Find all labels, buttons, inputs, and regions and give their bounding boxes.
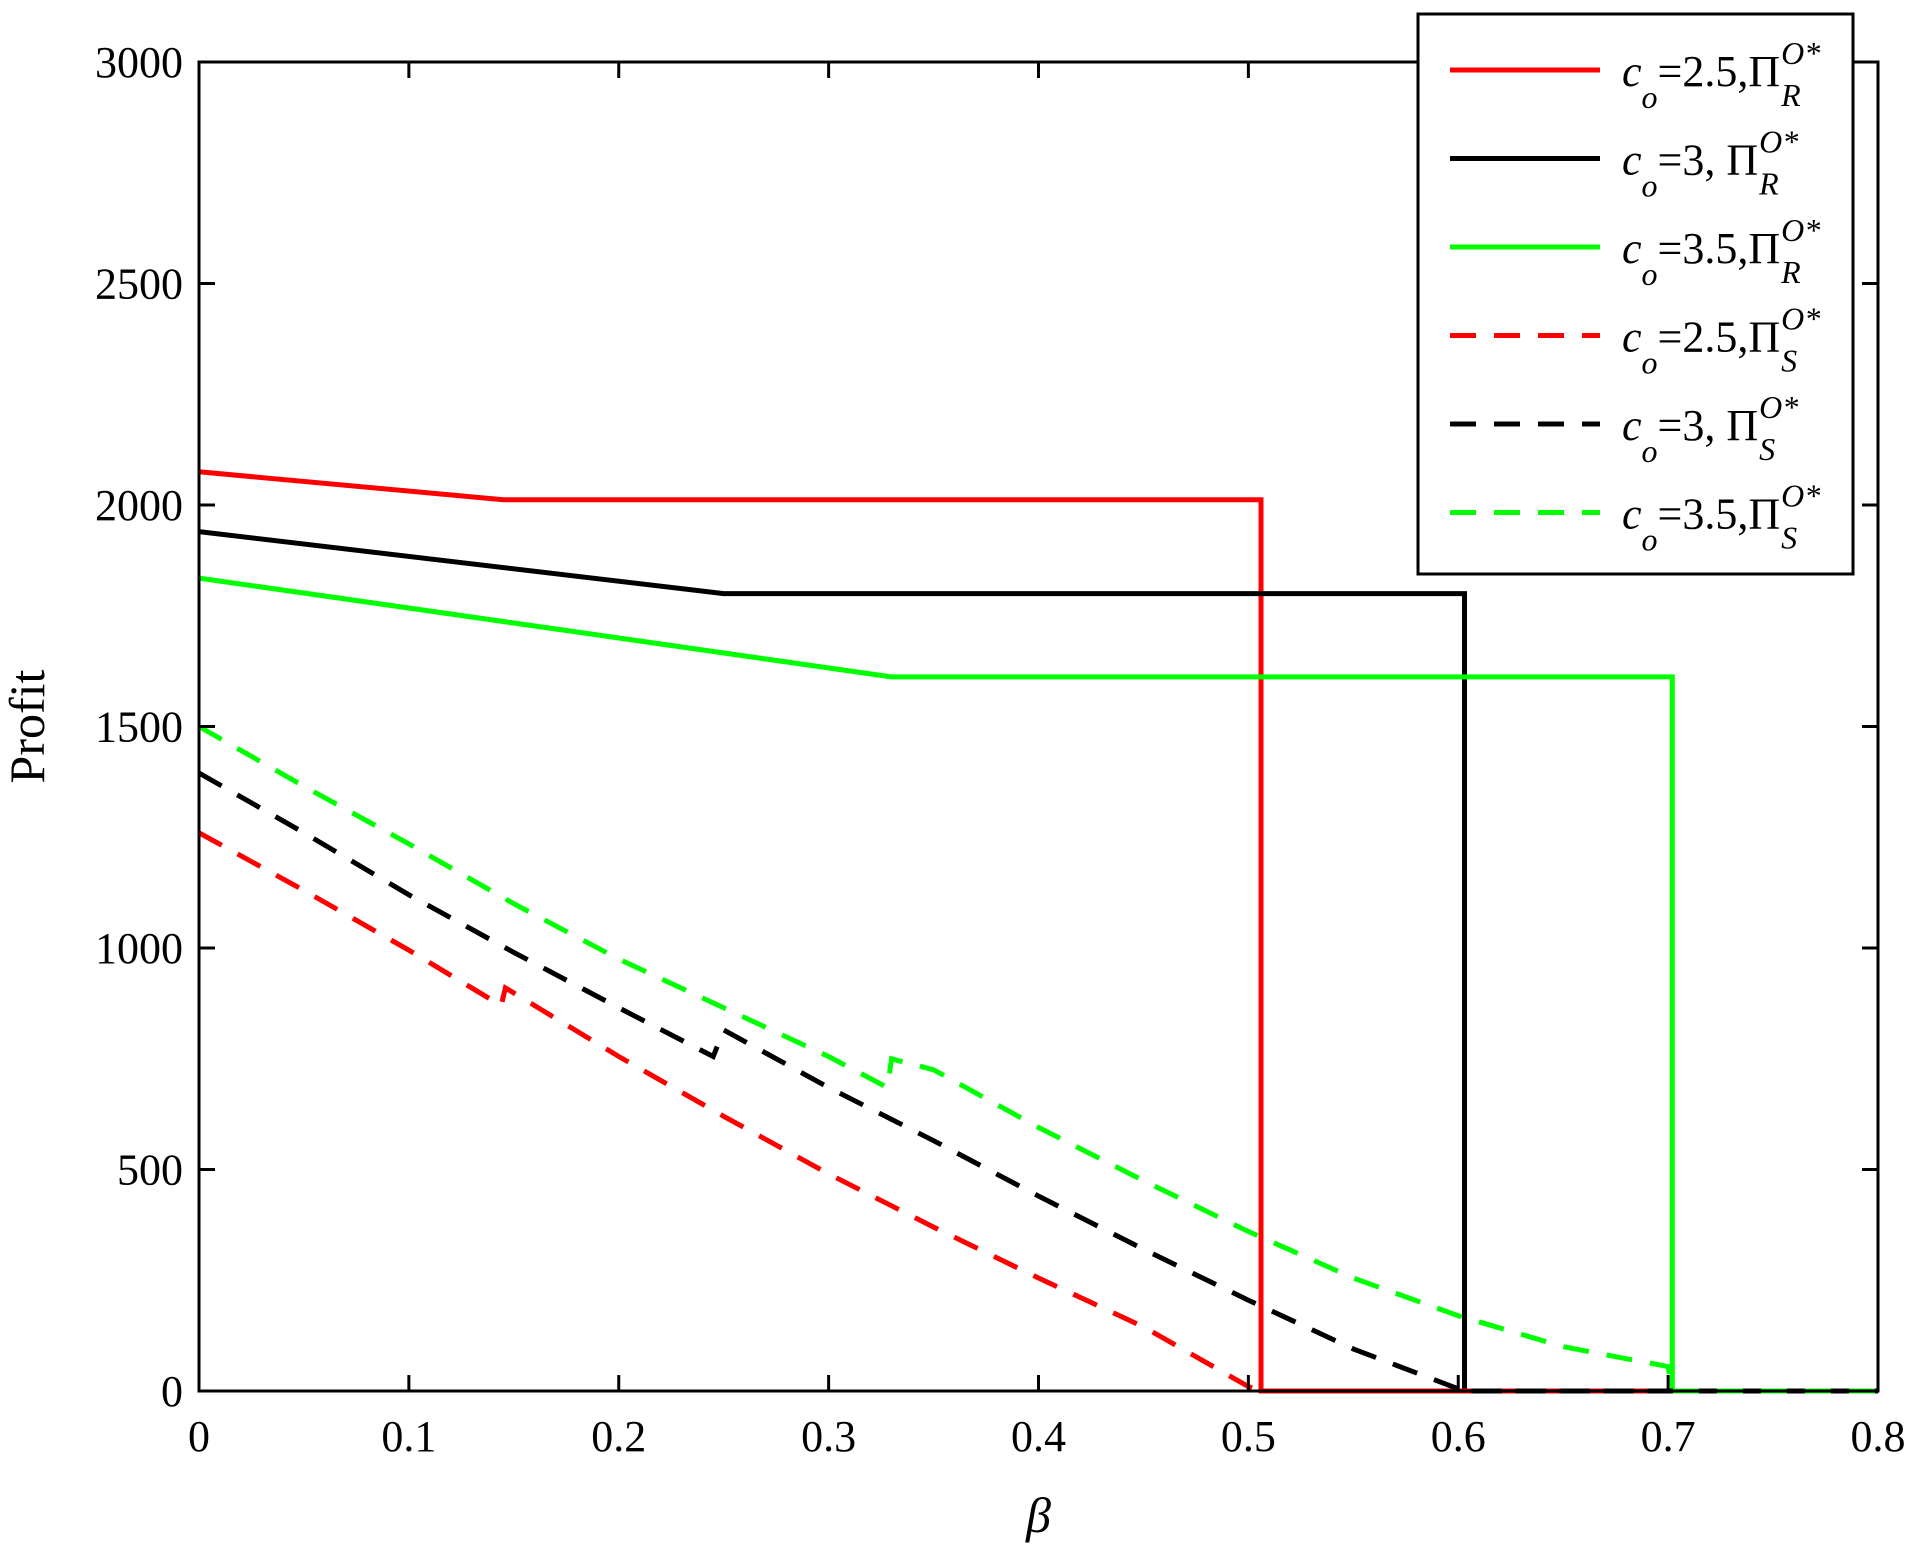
legend-label-6: co=3.5,Π bbox=[1622, 490, 1780, 558]
x-tick-label: 0.3 bbox=[801, 1412, 856, 1461]
y-tick-label: 2000 bbox=[95, 481, 183, 530]
y-axis-title: Profit bbox=[0, 669, 55, 783]
x-axis-title: β bbox=[1025, 1487, 1051, 1543]
y-tick-label: 1500 bbox=[95, 703, 183, 752]
legend-label-3: co=3.5,Π bbox=[1622, 224, 1780, 292]
axes-layer: 0 0.1 0.2 0.3 0.4 0.5 0.6 0.7 0.8 0 500 1000 1500 200… bbox=[95, 38, 1906, 1461]
x-tick-label: 0.6 bbox=[1431, 1412, 1486, 1461]
y-tick-label: 2500 bbox=[95, 260, 183, 309]
legend-sup-6: O* bbox=[1781, 478, 1820, 514]
x-tick-label: 0 bbox=[188, 1412, 210, 1461]
x-tick-label: 0.5 bbox=[1221, 1412, 1276, 1461]
y-tick-label: 500 bbox=[117, 1146, 183, 1195]
y-tick-label: 0 bbox=[161, 1367, 183, 1416]
legend-sup-2: O* bbox=[1759, 124, 1798, 160]
legend-sup-4: O* bbox=[1781, 301, 1820, 337]
series-line-4 bbox=[197, 830, 1878, 1394]
legend-subscript-1: R bbox=[1780, 77, 1801, 113]
series-line-6 bbox=[197, 724, 1878, 1394]
series-line-5 bbox=[197, 770, 1878, 1394]
y-tick-label: 1000 bbox=[95, 924, 183, 973]
legend-box bbox=[1416, 12, 1855, 576]
legend-subscript-2: R bbox=[1758, 166, 1779, 202]
x-tick-label: 0.1 bbox=[381, 1412, 436, 1461]
legend-label-1: co=2.5,Π bbox=[1622, 47, 1780, 115]
legend-label-4: co=2.5,Π bbox=[1622, 313, 1780, 381]
legend-sup-5: O* bbox=[1759, 389, 1798, 425]
x-tick-label: 0.8 bbox=[1851, 1412, 1906, 1461]
legend: co=2.5,Π O*Rco=3, Π O*Rco=3.5,Π O*Rco=2.5,Π… bbox=[1416, 12, 1855, 576]
legend-label-2: co=3, Π bbox=[1622, 136, 1758, 204]
legend-label-5: co=3, Π bbox=[1622, 401, 1758, 469]
legend-subscript-3: R bbox=[1780, 254, 1801, 290]
legend-subscript-4: S bbox=[1781, 343, 1797, 379]
legend-sup-1: O* bbox=[1781, 35, 1820, 71]
x-tick-label: 0.7 bbox=[1641, 1412, 1696, 1461]
legend-subscript-5: S bbox=[1759, 431, 1775, 467]
x-tick-label: 0.2 bbox=[591, 1412, 646, 1461]
legend-sup-3: O* bbox=[1781, 212, 1820, 248]
y-tick-label: 3000 bbox=[95, 38, 183, 87]
x-tick-label: 0.4 bbox=[1011, 1412, 1066, 1461]
legend-subscript-6: S bbox=[1781, 520, 1797, 556]
